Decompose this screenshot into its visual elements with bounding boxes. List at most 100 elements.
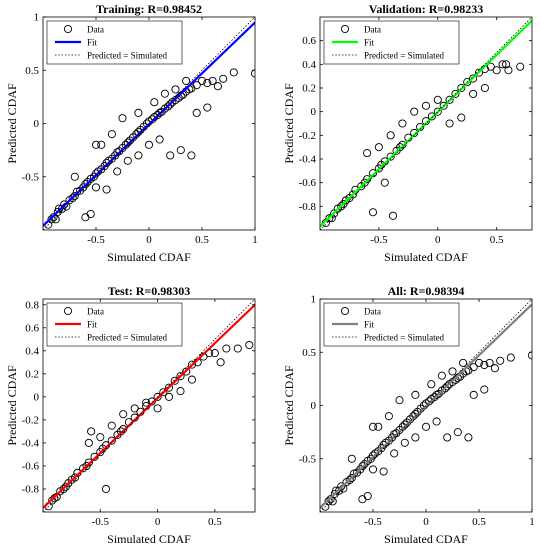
- data-point: [453, 428, 462, 437]
- data-point: [496, 356, 505, 365]
- data-point: [170, 376, 179, 385]
- legend-marker-data: [63, 306, 73, 316]
- data-point: [347, 454, 356, 463]
- y-tick-label: 1: [311, 294, 317, 306]
- legend-label: Data: [87, 25, 104, 35]
- data-point: [432, 417, 441, 426]
- data-point: [469, 74, 478, 83]
- data-point: [421, 422, 431, 431]
- legend-label: Predicted = Simulated: [364, 333, 445, 343]
- axes-box: [42, 298, 256, 513]
- data-point: [86, 209, 95, 219]
- y-tick-label: 0.2: [25, 368, 39, 380]
- data-point: [159, 388, 168, 397]
- data-point: [368, 208, 378, 217]
- data-point: [396, 143, 405, 152]
- y-tick-label: 0.8: [25, 299, 39, 311]
- data-point: [91, 140, 101, 149]
- data-point: [374, 422, 383, 431]
- data-point: [101, 484, 111, 494]
- y-tick-label: 0.2: [302, 83, 316, 95]
- data-point: [464, 433, 473, 442]
- legend-marker-data: [340, 24, 350, 34]
- data-point: [368, 422, 378, 431]
- data-point: [388, 211, 398, 220]
- data-point: [433, 107, 442, 116]
- legend: Data Fit Predicted = Simulated: [323, 20, 460, 65]
- data-point: [142, 398, 151, 407]
- y-tick-label: 0: [34, 391, 40, 403]
- data-point: [325, 214, 334, 223]
- chart-panel-2: -0.5 0 0.5 -0.8 -0.6 -0.4 -0.2 0 0.2 0.4 0.6 Valida…: [282, 2, 533, 264]
- data-point: [485, 358, 494, 367]
- data-point: [245, 340, 254, 350]
- data-point: [166, 100, 175, 109]
- x-axis-label: Simulated CDAF: [107, 532, 191, 546]
- data-point: [71, 473, 80, 482]
- y-tick-label: -0.8: [22, 483, 40, 495]
- data-point: [107, 436, 116, 445]
- data-point: [123, 138, 132, 147]
- data-point: [335, 486, 344, 495]
- x-tick-label: 0: [155, 516, 161, 528]
- data-point: [229, 68, 238, 77]
- y-tick-label: -0.6: [299, 177, 317, 189]
- y-tick-label: -0.4: [299, 154, 317, 166]
- plot-layer: [320, 299, 532, 512]
- data-point: [337, 482, 346, 491]
- data-point: [182, 76, 191, 85]
- axes-box: [319, 16, 533, 231]
- data-point: [203, 103, 212, 112]
- data-point: [480, 83, 489, 93]
- data-point: [233, 344, 242, 353]
- data-point: [386, 152, 395, 161]
- data-point: [187, 375, 197, 384]
- data-point: [459, 358, 468, 367]
- x-tick-label: -0.5: [370, 234, 388, 246]
- data-point: [51, 215, 60, 224]
- data-point: [107, 130, 116, 139]
- data-point: [433, 95, 442, 104]
- data-point: [448, 367, 457, 376]
- data-point: [506, 353, 515, 362]
- data-point: [443, 433, 452, 442]
- data-point: [222, 344, 231, 353]
- data-point: [380, 178, 389, 187]
- x-tick-label: 0.5: [195, 234, 209, 246]
- data-point: [96, 433, 105, 442]
- y-tick-label: -0.5: [22, 171, 40, 183]
- x-tick-label: 0: [435, 234, 441, 246]
- data-point: [395, 396, 404, 405]
- data-point: [166, 151, 175, 160]
- data-point: [70, 191, 79, 200]
- data-point: [345, 475, 354, 485]
- plot-layer: [43, 17, 255, 230]
- fit-line: [320, 303, 532, 509]
- data-point: [176, 387, 185, 396]
- fit-line: [320, 19, 532, 228]
- data-point: [118, 114, 127, 123]
- y-tick-label: 0.5: [25, 65, 39, 77]
- data-point: [463, 78, 472, 87]
- data-point: [60, 200, 69, 209]
- legend-label: Predicted = Simulated: [87, 333, 168, 343]
- x-tick-label: 0.5: [472, 516, 486, 528]
- y-tick-label: 0: [311, 106, 317, 118]
- x-tick-label: -0.5: [92, 516, 110, 528]
- data-point: [219, 74, 228, 83]
- plot-layer: [320, 17, 532, 230]
- x-tick-label: 0: [423, 516, 429, 528]
- data-point: [445, 119, 454, 128]
- data-point: [49, 213, 58, 222]
- data-point: [386, 131, 395, 140]
- data-point: [155, 135, 164, 144]
- data-point: [398, 422, 407, 431]
- data-point: [176, 372, 185, 381]
- data-point: [164, 102, 173, 111]
- plot-layer: [43, 299, 255, 512]
- data-point: [203, 78, 212, 88]
- y-tick-label: -0.2: [299, 130, 316, 142]
- data-point: [134, 108, 143, 117]
- data-point: [451, 89, 460, 98]
